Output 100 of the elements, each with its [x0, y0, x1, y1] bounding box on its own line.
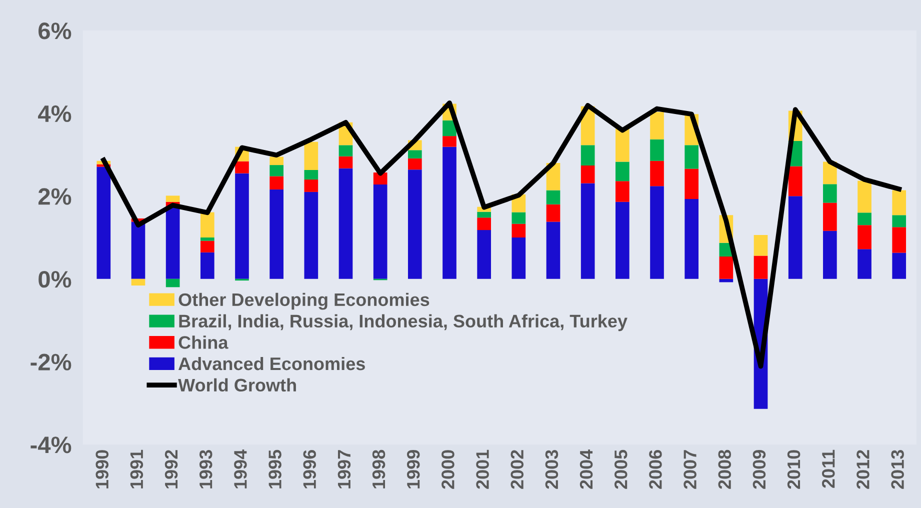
x-tick-label: 1991 — [130, 450, 144, 488]
bar — [892, 190, 906, 216]
bar — [166, 278, 180, 288]
bar — [200, 237, 214, 241]
bar — [858, 180, 872, 213]
bar — [546, 222, 560, 279]
x-tick-label: 2012 — [856, 450, 870, 489]
bar — [408, 150, 422, 158]
bar — [235, 173, 249, 279]
bar — [684, 168, 699, 199]
bar — [477, 230, 491, 279]
x-tick-label: 2009 — [752, 450, 766, 489]
bar — [200, 240, 214, 252]
bar — [131, 222, 146, 279]
legend-label: World Growth — [178, 378, 296, 392]
x-tick-label: 2011 — [822, 450, 835, 488]
bar — [338, 156, 353, 168]
bar — [270, 176, 284, 190]
bar — [304, 142, 318, 170]
bar — [166, 206, 180, 279]
bar — [616, 202, 630, 279]
x-tick-label: 2010 — [787, 450, 800, 489]
y-tick-label: 4% — [38, 105, 72, 122]
legend-label: China — [178, 336, 228, 349]
bar — [96, 166, 111, 279]
bar — [477, 212, 491, 218]
bar — [823, 230, 837, 279]
bar — [408, 170, 422, 279]
bar — [338, 145, 353, 156]
x-tick-label: 2006 — [649, 450, 662, 489]
bar — [823, 184, 837, 203]
bar — [408, 158, 422, 170]
bar — [270, 189, 284, 279]
x-tick-label: 2000 — [442, 450, 454, 489]
x-tick-label: 1992 — [164, 450, 178, 488]
bar — [512, 237, 526, 279]
y-tick-label: -2% — [30, 354, 72, 370]
bar — [616, 128, 630, 162]
bar — [442, 146, 456, 279]
x-tick-label: 1998 — [372, 450, 386, 488]
x-tick-label: 2001 — [476, 450, 489, 489]
y-tick-label: 6% — [38, 22, 72, 40]
x-tick-label: 1993 — [199, 450, 212, 488]
bar — [270, 156, 284, 166]
bar — [788, 196, 802, 279]
bar — [304, 192, 318, 279]
bar — [373, 184, 388, 279]
bar — [858, 212, 872, 226]
x-tick-label: 1997 — [338, 450, 351, 488]
bar — [512, 224, 526, 238]
bar — [719, 256, 734, 279]
bar — [754, 256, 768, 279]
x-tick-label: 2004 — [580, 449, 593, 489]
bar — [823, 202, 837, 231]
bar — [546, 190, 560, 204]
bar — [650, 112, 664, 140]
bar — [684, 198, 699, 279]
bar — [442, 120, 456, 136]
bar — [338, 168, 353, 279]
x-tick-label: 1996 — [303, 450, 316, 488]
bar — [650, 139, 664, 161]
y-tick-label: -4% — [30, 436, 72, 454]
y-tick-label: 0% — [38, 270, 72, 288]
bar — [442, 136, 456, 147]
bar — [616, 181, 630, 202]
legend-label: Other Developing Economies — [178, 292, 430, 310]
bar — [650, 160, 664, 186]
bar — [166, 196, 180, 202]
x-tick-label: 2005 — [614, 450, 628, 489]
bar — [684, 145, 699, 169]
x-tick-label: 2007 — [684, 450, 696, 489]
bar — [616, 162, 630, 182]
bar — [650, 186, 664, 279]
bar — [546, 204, 560, 222]
bar — [512, 212, 526, 224]
bar — [754, 235, 768, 256]
x-tick-label: 2013 — [891, 450, 904, 489]
x-tick-label: 1995 — [268, 450, 282, 488]
x-tick-label: 1999 — [406, 450, 420, 488]
legend-label: Advanced Economies — [178, 356, 365, 370]
bar — [858, 225, 872, 250]
y-tick-label: 2% — [38, 188, 72, 205]
x-tick-label: 2008 — [718, 450, 732, 489]
bar — [304, 180, 318, 192]
line-series — [101, 100, 902, 369]
bar — [580, 183, 595, 279]
bar — [200, 212, 214, 238]
x-tick-label: 2002 — [510, 450, 524, 489]
bar — [200, 252, 214, 279]
x-tick-label: 1990 — [96, 450, 108, 488]
bar — [892, 227, 906, 253]
bar — [304, 170, 318, 180]
bar — [580, 145, 595, 166]
legend-label: Brazil, India, Russia, Indonesia, South Africa, Turkey — [179, 314, 628, 332]
bar — [235, 161, 249, 174]
bar — [858, 249, 872, 279]
bar — [580, 165, 595, 184]
bar — [892, 252, 906, 279]
bar — [131, 278, 146, 286]
bar — [270, 165, 284, 176]
